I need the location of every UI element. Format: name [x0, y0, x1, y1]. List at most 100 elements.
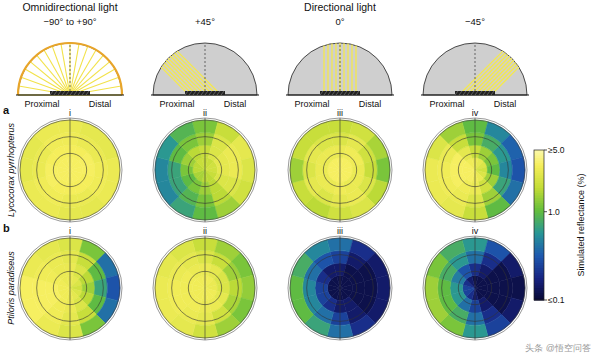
heat-cell: [106, 275, 120, 301]
light-ray: [70, 46, 88, 95]
heat-cell: [241, 275, 255, 301]
light-ray: [471, 56, 510, 95]
outer-ring: [18, 236, 122, 340]
hemisphere: [288, 43, 392, 95]
hemisphere: [18, 43, 122, 95]
proximal-label: Proximal: [294, 99, 329, 109]
heat-cell: [20, 275, 34, 301]
light-ray: [177, 51, 221, 95]
heat-cell: [35, 122, 61, 144]
axis-line: [205, 118, 206, 222]
colorbar-tick: [544, 300, 547, 301]
heat-cell: [440, 240, 466, 262]
sample-hatch: [475, 91, 478, 95]
species-label: Lycocorax pyrrhopterus: [6, 123, 16, 217]
sample-hatch: [86, 91, 89, 95]
sample-hatch: [324, 91, 327, 95]
sample-hatch: [201, 91, 204, 95]
illumination-label: +45°: [195, 16, 215, 27]
light-ray: [170, 56, 209, 95]
light-ray: [355, 46, 356, 95]
normal-line: [475, 43, 476, 95]
illumination-diagram: 0°ProximalDistal: [286, 16, 394, 109]
polar-panel: i: [18, 226, 122, 340]
heat-cell: [376, 275, 390, 301]
heat-cell: [502, 253, 524, 279]
panel-label: iii: [337, 226, 343, 236]
sample-hatch: [78, 91, 81, 95]
distal-label: Distal: [494, 99, 517, 109]
sample-hatch: [479, 91, 482, 95]
heat-cell: [367, 253, 389, 279]
light-ray: [172, 54, 213, 95]
light-ray: [163, 65, 193, 95]
sample-hatch: [193, 91, 196, 95]
heat-cell: [157, 180, 179, 206]
heat-cell: [106, 157, 120, 183]
proximal-label: Proximal: [24, 99, 59, 109]
panel-label: ii: [203, 108, 207, 118]
figure: Omnidirectional lightDirectional light−9…: [0, 0, 594, 355]
heat-cell: [22, 180, 44, 206]
light-ray: [483, 62, 516, 95]
outer-ring: [423, 118, 527, 222]
colorbar-tick-label: ≥5.0: [548, 145, 565, 155]
panel-label: i: [69, 226, 71, 236]
sample-hatch: [340, 91, 343, 95]
polar-panel: iv: [423, 108, 527, 222]
heat-cell: [350, 197, 376, 219]
sample-hatch: [66, 91, 69, 95]
distal-label: Distal: [359, 99, 382, 109]
row-letter: a: [3, 104, 10, 116]
sample-hatch: [205, 91, 208, 95]
sample-hatch: [328, 91, 331, 95]
heat-cell: [290, 275, 304, 301]
heat-cell: [485, 315, 511, 337]
heat-cell: [290, 157, 304, 183]
sample-hatch: [320, 91, 323, 95]
polar-panel: iv: [423, 226, 527, 340]
heat-cell: [511, 275, 525, 301]
distal-label: Distal: [224, 99, 247, 109]
sample-hatch: [70, 91, 73, 95]
heat-cell: [241, 157, 255, 183]
sample-hatch: [74, 91, 77, 95]
sample-hatch: [352, 91, 355, 95]
sample-hatch: [471, 91, 474, 95]
polar-panel: iii: [288, 108, 392, 222]
heat-cell: [22, 298, 44, 324]
heat-cell: [425, 157, 439, 183]
light-ray: [347, 44, 348, 95]
sample-hatch: [50, 91, 53, 95]
heat-cell: [427, 180, 449, 206]
sample-hatch: [332, 91, 335, 95]
sample-hatch: [463, 91, 466, 95]
light-ray: [70, 44, 79, 95]
heat-cell: [170, 122, 196, 144]
panel-label: iii: [337, 108, 343, 118]
heat-cell: [485, 197, 511, 219]
normal-line: [205, 43, 206, 95]
light-ray: [351, 44, 352, 95]
sample-hatch: [58, 91, 61, 95]
colorbar-frame: [534, 150, 544, 300]
outer-ring: [153, 236, 257, 340]
watermark: 头条 @悟空问答: [525, 343, 591, 353]
heat-cell: [511, 157, 525, 183]
light-ray: [331, 44, 332, 95]
outer-ring: [423, 236, 527, 340]
panel-label: iv: [472, 226, 479, 236]
heat-cell: [305, 240, 331, 262]
colorbar-tick-label: 1.0: [548, 207, 560, 217]
sample-hatch: [459, 91, 462, 95]
proximal-label: Proximal: [429, 99, 464, 109]
polar-panel: i: [18, 108, 122, 222]
sample-hatch: [217, 91, 220, 95]
sample-hatch: [483, 91, 486, 95]
light-ray: [335, 43, 336, 95]
illumination-arc: [18, 43, 122, 95]
heat-cell: [157, 298, 179, 324]
heat-cell: [305, 122, 331, 144]
heat-cell: [232, 253, 254, 279]
heat-cell: [170, 240, 196, 262]
